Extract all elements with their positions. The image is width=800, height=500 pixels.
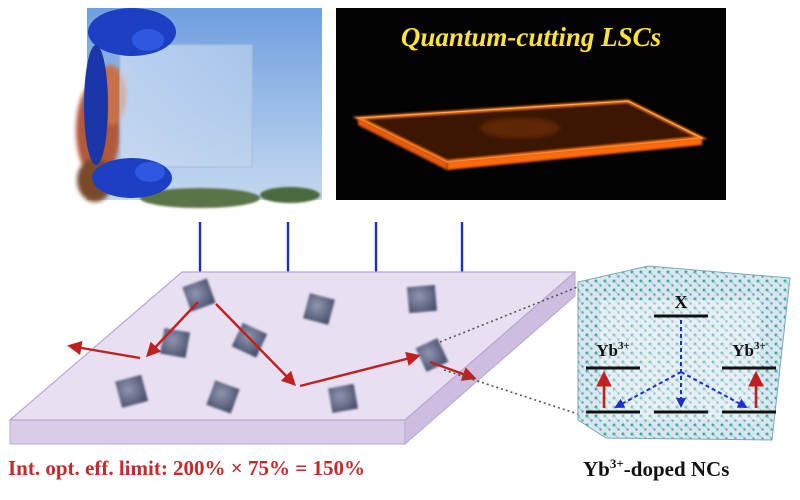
nanocrystal: [206, 380, 240, 414]
nanocrystals: [115, 278, 449, 414]
emission-arrow: [299, 351, 421, 388]
efficiency-limit-text: Int. opt. eff. limit: 200% × 75% = 150%: [8, 456, 365, 480]
emission-arrow: [215, 303, 297, 387]
level-yb-right-label: Yb3+: [732, 340, 766, 360]
lsc-slab: [8, 270, 577, 446]
energy-transfer-arrows: [614, 320, 748, 408]
photo-glass-in-sky: [76, 8, 322, 208]
photo-title: Quantum-cutting LSCs: [401, 22, 661, 52]
nc-caption-base: Yb: [583, 457, 610, 481]
nanocrystal: [115, 374, 149, 408]
energy-level-diagram: X Yb3+ Yb3+: [586, 292, 776, 414]
nc-caption-suffix: -doped NCs: [623, 457, 730, 481]
trees-bottom: [140, 187, 320, 208]
yb-emission-arrows: [596, 370, 764, 408]
slab-top-face: [8, 271, 577, 421]
gloved-fingers: [84, 8, 176, 198]
nanocrystal: [182, 278, 216, 312]
nanocrystal: [415, 338, 449, 372]
level-yb-left-label: Yb3+: [596, 340, 630, 360]
slab-front-face: [9, 419, 406, 445]
lsc-glass-plate: [119, 44, 253, 168]
nanocrystal: [159, 327, 191, 359]
zoom-lines: [439, 281, 591, 419]
nc-caption: Yb3+-doped NCs: [583, 456, 729, 482]
emission-arrows: [67, 301, 477, 388]
nanocrystal: [303, 293, 335, 325]
emission-arrow: [67, 340, 141, 360]
level-x-label: X: [675, 292, 688, 312]
emission-arrow: [146, 301, 199, 358]
glowing-plate: [352, 99, 708, 170]
nanocrystal: [406, 284, 438, 314]
emission-arrow: [429, 360, 477, 381]
photo-glowing-lsc: Quantum-cutting LSCs: [336, 8, 726, 200]
nanocrystal: [328, 383, 359, 414]
nc-caption-sup: 3+: [609, 456, 624, 471]
